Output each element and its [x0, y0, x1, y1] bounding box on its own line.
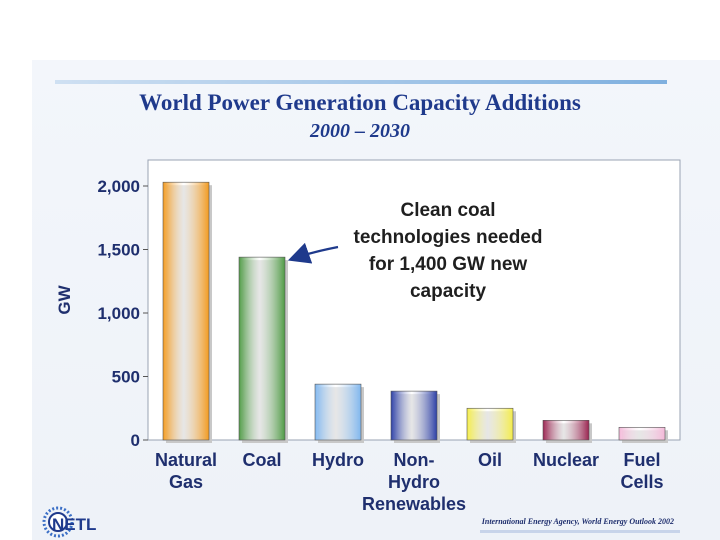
sunburst-icon [42, 506, 74, 538]
bar-coal [238, 256, 286, 441]
x-tick-label: Hydro [312, 450, 364, 470]
y-tick-label: 0 [131, 431, 140, 450]
bar-nuclear [542, 420, 590, 441]
x-tick-label: Natural [155, 450, 217, 470]
title-divider [55, 80, 667, 84]
y-tick-label: 500 [112, 368, 140, 387]
slide-title: World Power Generation Capacity Addition… [139, 90, 581, 115]
annotation-line: for 1,400 GW new [369, 254, 528, 275]
source-citation: International Energy Agency, World Energ… [481, 517, 674, 526]
slide-subtitle: 2000 – 2030 [310, 120, 410, 142]
x-tick-label: Gas [169, 472, 203, 492]
logo-text: NETL [52, 515, 96, 534]
bottom-divider [480, 530, 680, 533]
bar-non-hydro-renewables [390, 390, 438, 441]
netl-logo: NETL [42, 506, 96, 538]
x-tick-label: Non- [394, 450, 435, 470]
annotation-line: technologies needed [354, 227, 543, 248]
y-tick-label: 1,000 [97, 304, 140, 323]
x-tick-label: Nuclear [533, 450, 599, 470]
bar-natural-gas [162, 181, 210, 441]
annotation-line: Clean coal [400, 200, 495, 221]
x-tick-label: Oil [478, 450, 502, 470]
x-tick-label: Cells [620, 472, 663, 492]
x-tick-label: Renewables [362, 494, 466, 514]
bar-fuel-cells [618, 426, 666, 441]
y-tick-label: 2,000 [97, 177, 140, 196]
y-axis-label: GW [55, 284, 74, 314]
x-tick-label: Fuel [623, 450, 660, 470]
x-tick-label: Hydro [388, 472, 440, 492]
bar-oil [466, 407, 514, 441]
y-tick-label: 1,500 [97, 241, 140, 260]
annotation-arrow [287, 242, 339, 264]
x-tick-label: Coal [242, 450, 281, 470]
annotation-line: capacity [410, 281, 486, 302]
bar-hydro [314, 383, 362, 441]
